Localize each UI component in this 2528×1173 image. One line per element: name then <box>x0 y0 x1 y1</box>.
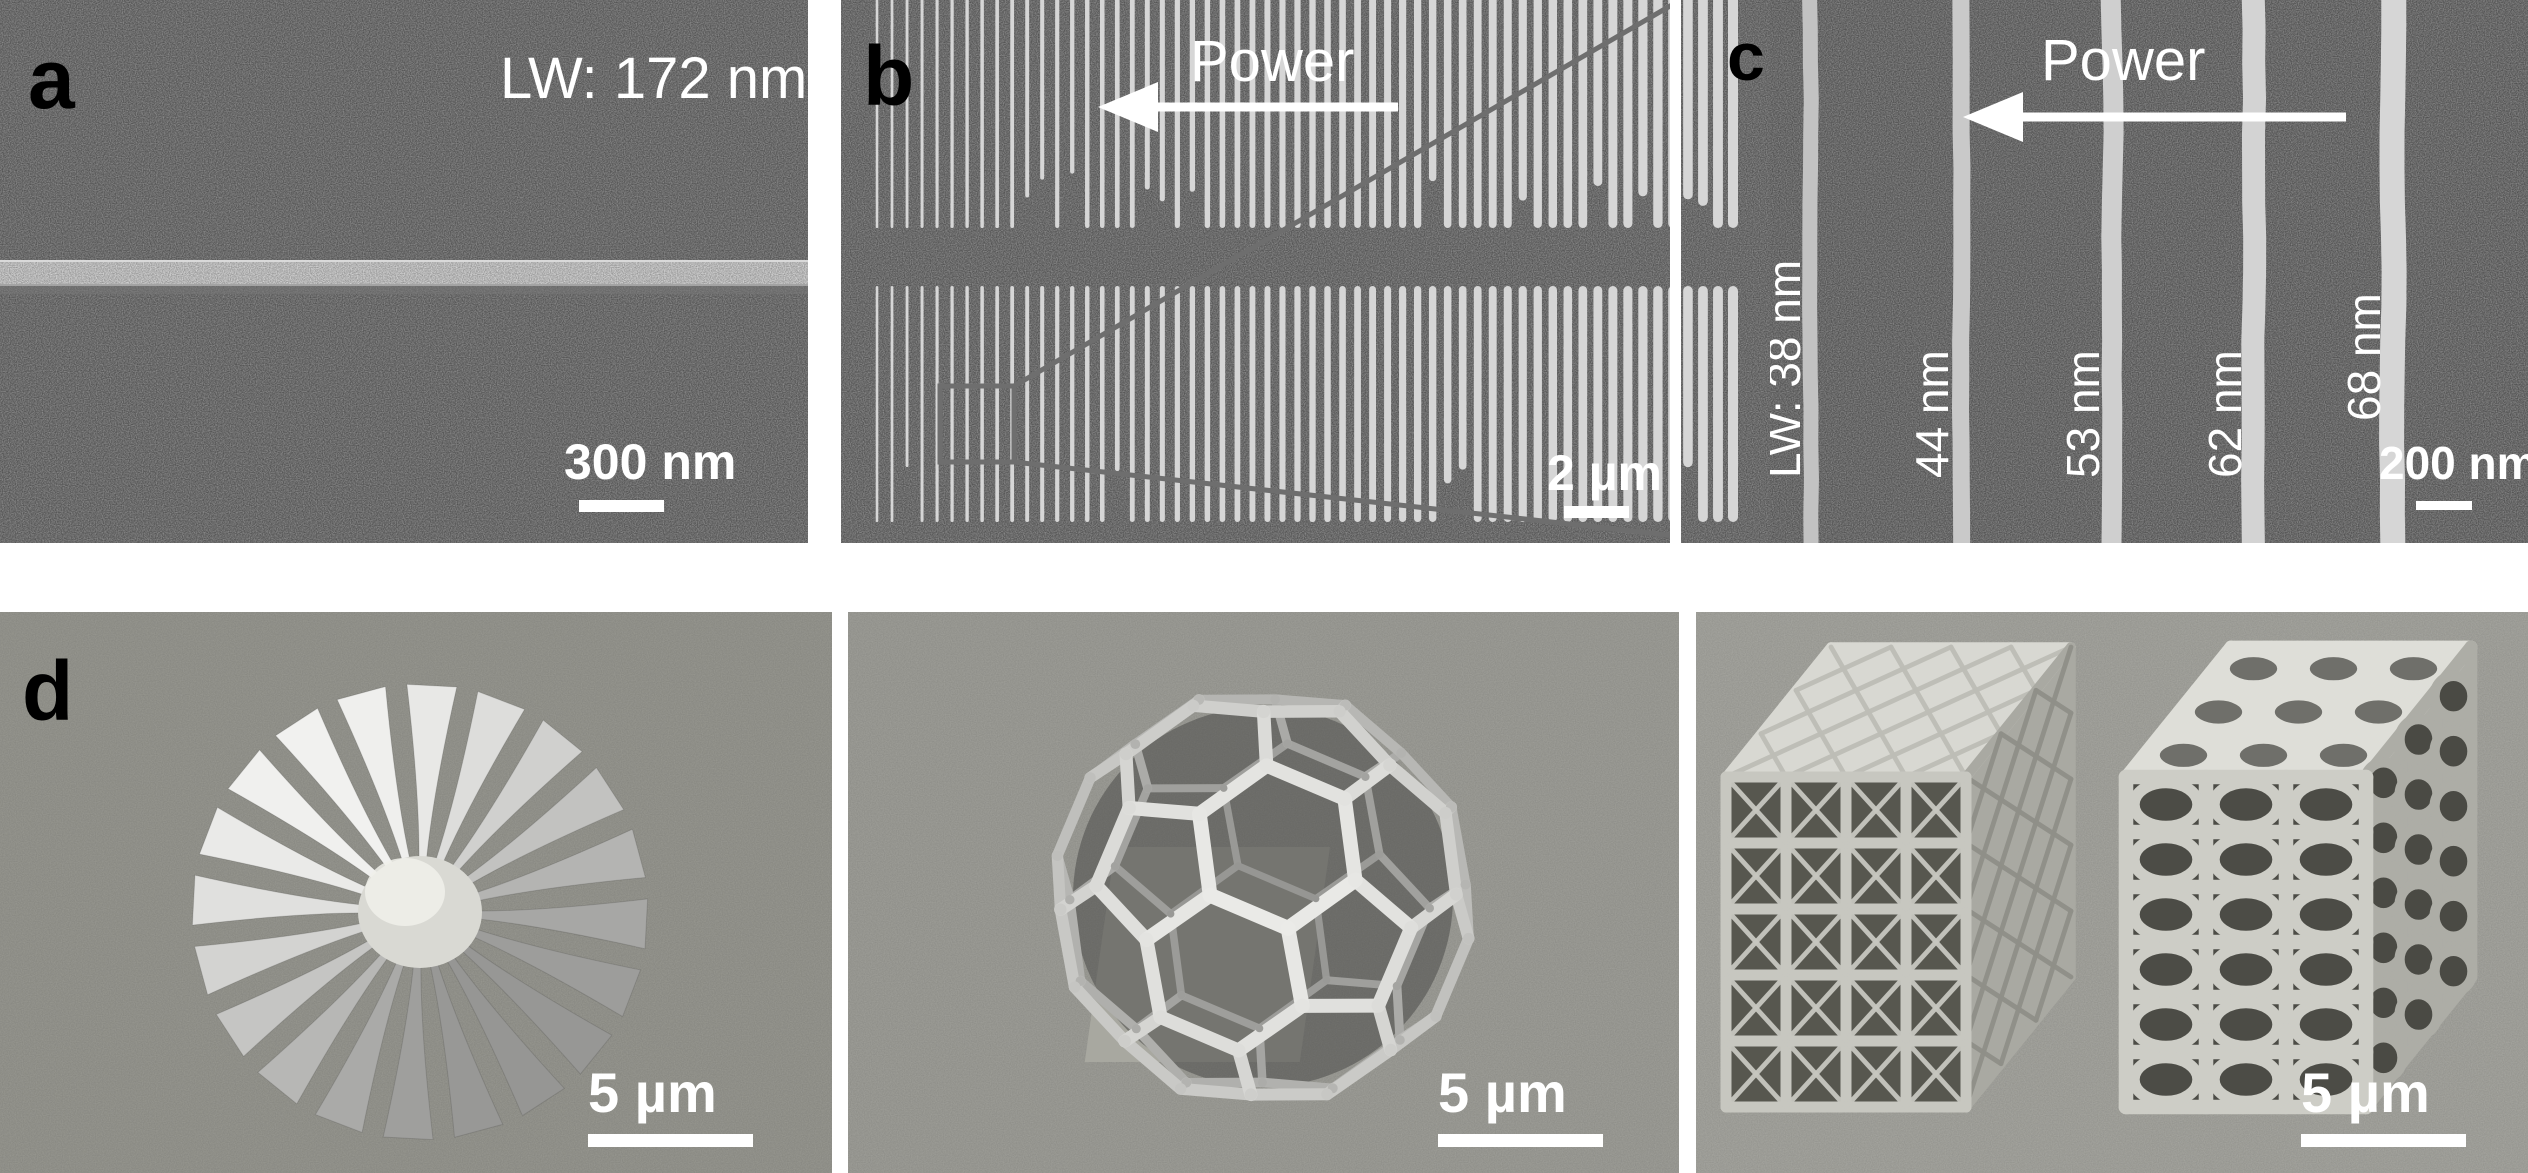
svg-text:LW: 38 nm: LW: 38 nm <box>1770 260 1810 478</box>
svg-text:Power: Power <box>2041 28 2205 93</box>
svg-text:68 nm: 68 nm <box>2338 293 2390 421</box>
svg-text:b: b <box>863 29 914 123</box>
svg-text:300 nm: 300 nm <box>564 434 736 490</box>
svg-text:5 µm: 5 µm <box>2301 1061 2430 1124</box>
svg-text:62 nm: 62 nm <box>2199 350 2251 478</box>
svg-text:c: c <box>1727 19 1765 95</box>
svg-text:a: a <box>28 32 76 126</box>
svg-text:44 nm: 44 nm <box>1906 350 1958 478</box>
svg-text:53 nm: 53 nm <box>2057 350 2109 478</box>
svg-text:LW: 172 nm: LW: 172 nm <box>500 46 807 111</box>
svg-text:5 µm: 5 µm <box>588 1061 717 1124</box>
svg-text:Power: Power <box>1190 29 1354 94</box>
svg-text:d: d <box>22 644 73 738</box>
svg-text:200 nm: 200 nm <box>2379 437 2528 489</box>
svg-text:5 µm: 5 µm <box>1438 1061 1567 1124</box>
svg-text:2 µm: 2 µm <box>1547 445 1662 501</box>
